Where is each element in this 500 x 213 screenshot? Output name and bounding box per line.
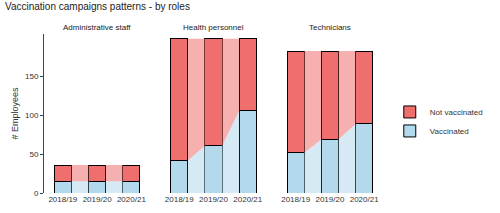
svg-text:2018/19: 2018/19: [165, 195, 194, 204]
svg-text:100: 100: [25, 111, 39, 120]
svg-text:Technicians: Technicians: [309, 23, 351, 32]
svg-text:2018/19: 2018/19: [281, 195, 310, 204]
svg-text:2018/19: 2018/19: [48, 195, 77, 204]
svg-text:50: 50: [29, 150, 38, 159]
svg-text:# Employees: # Employees: [10, 87, 20, 140]
svg-text:2020/21: 2020/21: [233, 195, 262, 204]
svg-text:2020/21: 2020/21: [350, 195, 379, 204]
svg-text:150: 150: [25, 72, 39, 81]
svg-text:Vaccination campaigns patterns: Vaccination campaigns patterns - by role…: [5, 1, 190, 12]
svg-text:Administrative staff: Administrative staff: [63, 23, 131, 32]
svg-text:2020/21: 2020/21: [117, 195, 146, 204]
svg-text:0: 0: [34, 189, 39, 198]
svg-text:Vaccinated: Vaccinated: [430, 127, 469, 136]
svg-text:Not vaccinated: Not vaccinated: [430, 108, 483, 117]
svg-text:2019/20: 2019/20: [199, 195, 228, 204]
svg-text:Health personnel: Health personnel: [183, 23, 244, 32]
svg-text:2019/20: 2019/20: [83, 195, 112, 204]
svg-text:2019/20: 2019/20: [315, 195, 344, 204]
